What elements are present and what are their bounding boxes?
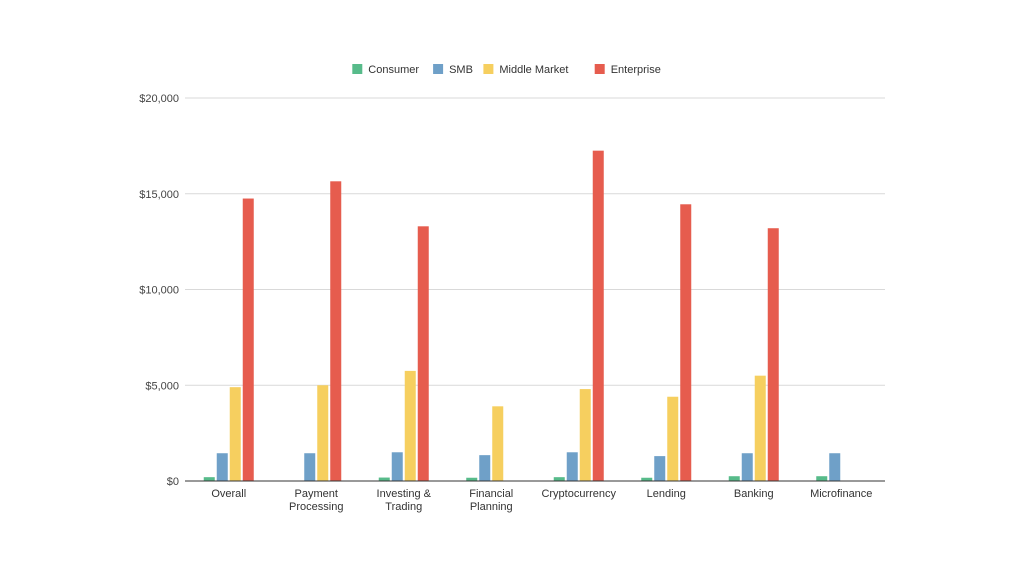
legend: Consumer SMB Middle Market Enterprise [352,64,661,76]
legend-label: SMB [449,64,473,76]
bar-consumer [641,477,653,481]
y-tick-label: $0 [167,476,179,488]
bar-smb [391,452,403,481]
bar-smb [304,453,316,481]
legend-label: Middle Market [499,64,568,76]
bar-enterprise [592,150,604,481]
x-tick-label: Microfinance [810,488,872,500]
y-tick-label: $5,000 [145,380,179,392]
y-tick-label: $20,000 [139,93,179,105]
y-tick-label: $15,000 [139,189,179,201]
bar-enterprise [680,204,692,481]
x-tick-label: Lending [647,488,686,500]
bar-smb [479,455,491,481]
bar-enterprise [242,198,254,481]
bar-consumer [466,477,478,481]
bar-smb [741,453,753,481]
bar-middle-market [579,389,591,481]
bar-enterprise [417,226,429,481]
y-axis: $0 $5,000 $10,000 $15,000 $20,000 [139,93,179,488]
bar-middle-market [667,396,679,481]
legend-swatch [483,64,494,74]
bar-smb [216,453,228,481]
gridlines [185,97,885,386]
y-tick-label: $10,000 [139,285,179,297]
bar-enterprise [330,181,342,482]
bar-smb [654,456,666,481]
bar-consumer [728,476,740,481]
bar-consumer [553,477,565,481]
bar-middle-market [404,370,416,481]
legend-swatch [433,64,444,74]
x-tick-label: Financial [469,488,513,500]
bar-consumer [816,476,828,481]
legend-swatch [594,64,605,74]
bar-consumer [378,477,390,481]
bar-enterprise [767,228,779,481]
x-tick-label: Overall [211,488,246,500]
x-tick-label: Cryptocurrency [541,488,616,500]
x-tick-label: Processing [289,501,343,513]
bar-consumer [203,477,215,481]
bars [203,150,841,482]
bar-middle-market [754,375,766,481]
x-tick-label: Banking [734,488,774,500]
x-tick-label: Investing & [377,488,432,500]
x-tick-label: Payment [295,488,338,500]
bar-middle-market [229,387,241,481]
legend-label: Consumer [368,64,419,76]
x-tick-label: Planning [470,501,513,513]
bar-smb [829,453,841,481]
bar-middle-market [317,385,329,481]
legend-label: Enterprise [611,64,661,76]
legend-swatch [352,64,363,74]
bar-middle-market [492,406,504,481]
bar-smb [566,452,578,481]
x-tick-label: Trading [385,501,422,513]
